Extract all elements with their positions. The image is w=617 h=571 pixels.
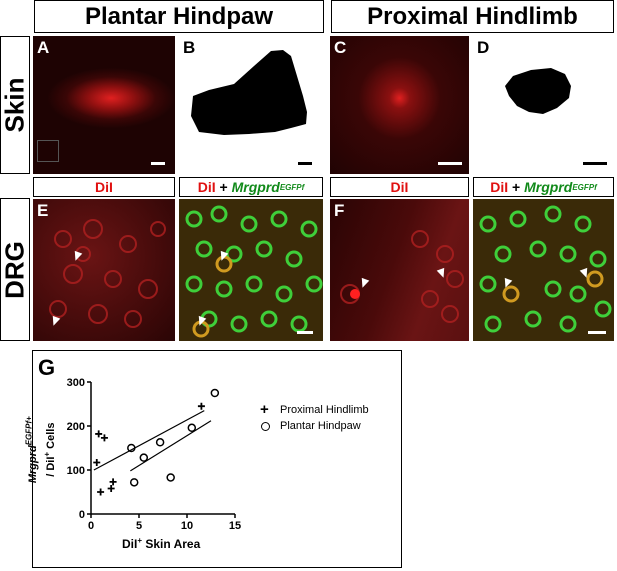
panel-b-skin-mask: B	[179, 36, 323, 174]
panel-f-merge-scale-bar	[588, 331, 606, 334]
panel-f-merge-image	[473, 199, 614, 341]
label-dil-mrgprd-plantar: DiI + Mrgprd EGFPf	[179, 177, 323, 197]
y-tick-label-2: 200	[67, 421, 85, 433]
y-label-line2-pre: / DiI	[44, 456, 57, 477]
y-label-mrgprd-sup: EGFPf+	[24, 416, 34, 446]
label-mrgprd-plantar: Mrgprd	[231, 179, 280, 195]
label-dil-mrgprd-proximal: DiI + Mrgprd EGFPf	[473, 177, 614, 197]
panel-e-merge-cells	[185, 205, 323, 338]
point-plantar-3	[155, 438, 165, 447]
panel-d-skin-mask: D	[473, 36, 614, 174]
panel-c-letter: C	[334, 38, 347, 57]
header-plantar-text: Plantar Hindpaw	[84, 2, 274, 30]
x-axis-label: DiI+ Skin Area	[122, 536, 200, 551]
point-proximal-3	[97, 488, 105, 496]
point-plantar-1	[129, 478, 139, 487]
panel-a-skin-image: A	[33, 36, 175, 174]
panel-e-drg-image: E	[33, 199, 175, 341]
panel-c-scale-bar	[438, 162, 462, 165]
label-dil-proximal-text: DiI	[390, 179, 409, 195]
y-label-mrgprd: Mrgprd	[27, 445, 39, 484]
panel-e-merge-image	[179, 199, 323, 341]
panel-f-cells	[340, 230, 464, 323]
header-plantar-hindpaw: Plantar Hindpaw	[34, 0, 324, 33]
panel-b-letter: B	[183, 38, 196, 57]
fit-line-0	[93, 410, 205, 471]
point-proximal-4	[107, 484, 115, 492]
panel-e-letter: E	[37, 201, 49, 220]
point-proximal-2	[100, 434, 108, 442]
point-proximal-5	[109, 478, 117, 486]
x-label-main: DiI	[122, 537, 138, 551]
panel-e-merge-scale-bar	[297, 331, 313, 334]
label-dil-prefix-plantar: DiI	[197, 179, 216, 195]
legend-plus-icon: +	[260, 401, 269, 418]
y-label-line2-sup: +	[42, 451, 51, 457]
row-label-drg: DRG	[0, 198, 30, 341]
panel-g-letter: G	[38, 355, 56, 380]
panel-g-frame	[32, 350, 402, 568]
panel-d-letter: D	[477, 38, 490, 57]
y-tick-label-0: 0	[79, 509, 85, 521]
legend-plantar-label: Plantar Hindpaw	[280, 420, 361, 432]
row-label-skin-text: Skin	[0, 77, 30, 133]
point-plantar-5	[187, 423, 197, 433]
point-plantar-0	[127, 443, 136, 453]
label-dil-proximal: DiI	[330, 177, 469, 197]
point-proximal-1	[95, 430, 103, 438]
panel-b-mask-shape	[191, 50, 307, 135]
label-plus-plantar: +	[215, 179, 232, 195]
point-plantar-2	[139, 453, 149, 462]
panel-f-drg-image: F	[330, 199, 469, 341]
panel-c-skin-image: C	[330, 36, 469, 174]
panel-d-scale-bar	[583, 162, 607, 165]
panel-f-letter: F	[334, 201, 345, 220]
x-tick-label-1: 5	[136, 520, 142, 532]
header-proximal-text: Proximal Hindlimb	[367, 2, 578, 30]
label-dil-prefix-proximal: DiI	[490, 179, 509, 195]
label-dil-plantar-text: DiI	[95, 179, 113, 195]
row-label-skin: Skin	[0, 36, 30, 174]
legend-proximal-label: Proximal Hindlimb	[280, 404, 369, 416]
x-tick-label-0: 0	[88, 520, 94, 532]
label-plus-proximal: +	[508, 179, 525, 195]
y-tick-label-3: 300	[67, 377, 85, 389]
x-label-rest: Skin Area	[142, 537, 201, 551]
scatter-chart: 0 5 10 15 0 100 200 300	[67, 377, 241, 532]
point-proximal-6	[197, 402, 205, 410]
panel-a-inset-box	[37, 140, 59, 162]
panel-a-scale-bar	[151, 162, 165, 165]
x-label-sup: +	[137, 536, 143, 545]
x-tick-label-3: 15	[229, 520, 241, 532]
label-dil-plantar: DiI	[33, 177, 175, 197]
legend-circle-icon	[261, 422, 270, 431]
fit-line-1	[130, 420, 212, 472]
row-label-drg-text: DRG	[0, 240, 30, 299]
panel-d-mask-shape	[505, 68, 571, 114]
panel-b-scale-bar	[298, 162, 312, 165]
y-tick-label-1: 100	[67, 465, 85, 477]
header-proximal-hindlimb: Proximal Hindlimb	[331, 0, 614, 33]
point-proximal-0	[93, 459, 101, 467]
label-mrgprd-sup-plantar: EGFPf	[279, 182, 305, 192]
point-plantar-6	[210, 388, 220, 398]
panel-a-letter: A	[37, 38, 50, 57]
panel-e-cells	[49, 219, 166, 328]
label-mrgprd-sup-proximal: EGFPf	[572, 182, 597, 192]
x-tick-label-2: 10	[181, 520, 193, 532]
y-label-line2-post: Cells	[44, 422, 57, 452]
label-mrgprd-proximal: Mrgprd	[524, 179, 573, 195]
panel-f-merge-cells	[479, 205, 612, 333]
point-plantar-4	[166, 473, 175, 482]
